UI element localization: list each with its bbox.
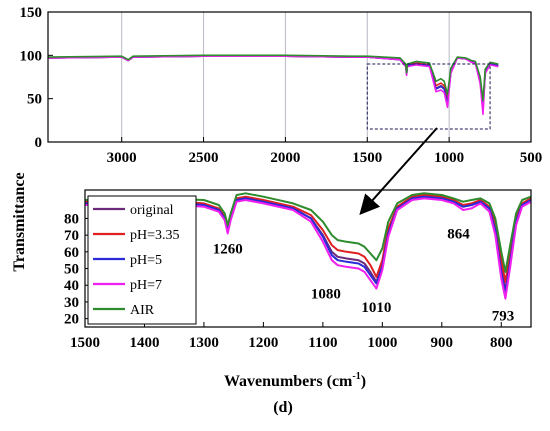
bottom-y-tick-label: 30: [64, 295, 79, 311]
bottom-y-tick-label: 20: [64, 312, 79, 328]
top-x-tick-label: 3000: [107, 150, 137, 166]
top-plot-frame: [47, 11, 532, 143]
legend-label: AIR: [130, 303, 155, 318]
top-x-tick-label: 2000: [270, 150, 300, 166]
panel-label: (d): [273, 399, 293, 416]
bottom-y-tick-label: 70: [64, 228, 79, 244]
legend-label: original: [130, 203, 174, 218]
y-axis-title: Transmittance: [11, 172, 28, 271]
bottom-x-tick-label: 900: [431, 335, 454, 351]
bottom-y-tick-label: 80: [64, 211, 79, 227]
bottom-y-tick-label: 60: [64, 245, 79, 261]
bottom-series-line: [85, 197, 531, 300]
bottom-x-tick-label: 1000: [367, 335, 397, 351]
top-y-tick-label: 150: [20, 5, 43, 21]
bottom-x-tick-label: 1200: [248, 335, 278, 351]
zoom-box: [366, 63, 491, 130]
bottom-x-tick-label: 1100: [308, 335, 337, 351]
legend-label: pH=5: [130, 253, 162, 268]
x-axis-title-superscript: -1: [352, 371, 360, 382]
bottom-x-tick-label: 1300: [189, 335, 219, 351]
bottom-chart: 1500 1400 1300 1200 1100 1000 900 800 2030405060…: [64, 189, 532, 390]
top-x-tick-label: 2500: [189, 150, 219, 166]
peak-annotation: 1260: [213, 241, 243, 257]
x-axis-title-close: ): [361, 373, 366, 390]
bottom-x-tick-label: 800: [490, 335, 513, 351]
bottom-y-tick-label: 50: [64, 262, 79, 278]
bottom-plot-frame: [84, 189, 532, 328]
bottom-x-axis-title: Wavenumbers (cm-1): [224, 371, 366, 390]
top-x-tick-label: 1000: [434, 150, 464, 166]
bottom-series-line: [85, 192, 531, 273]
legend-label: pH=3.35: [130, 228, 180, 243]
peak-annotation: 1080: [311, 287, 341, 303]
top-y-tick-label: 0: [35, 135, 43, 151]
top-plot-area: [48, 12, 531, 142]
bottom-x-tick-label: 1500: [70, 335, 100, 351]
peak-annotation: 864: [447, 226, 470, 242]
top-y-tick-label: 50: [27, 92, 42, 108]
top-series-line: [47, 54, 499, 102]
top-y-tick-label: 100: [20, 48, 43, 64]
top-x-tick-label: 500: [520, 150, 543, 166]
zoom-overlay: [359, 127, 438, 215]
peak-annotation: 1010: [361, 300, 391, 316]
top-chart: 3000 2500 2000 1500 1000 500 0 50 100 150: [20, 5, 543, 166]
bottom-y-tick-label: 40: [64, 278, 79, 294]
peak-annotation: 793: [492, 308, 515, 324]
zoom-arrow: [359, 127, 438, 215]
bottom-x-tick-label: 1400: [129, 335, 159, 351]
top-series-line: [47, 55, 499, 116]
legend-label: pH=7: [130, 278, 162, 293]
x-axis-title-main: Wavenumbers (cm: [224, 373, 353, 390]
bottom-series-group: [85, 192, 531, 300]
legend: original pH=3.35 pH=5 pH=7 AIR: [87, 195, 197, 325]
top-x-tick-label: 1500: [352, 150, 382, 166]
